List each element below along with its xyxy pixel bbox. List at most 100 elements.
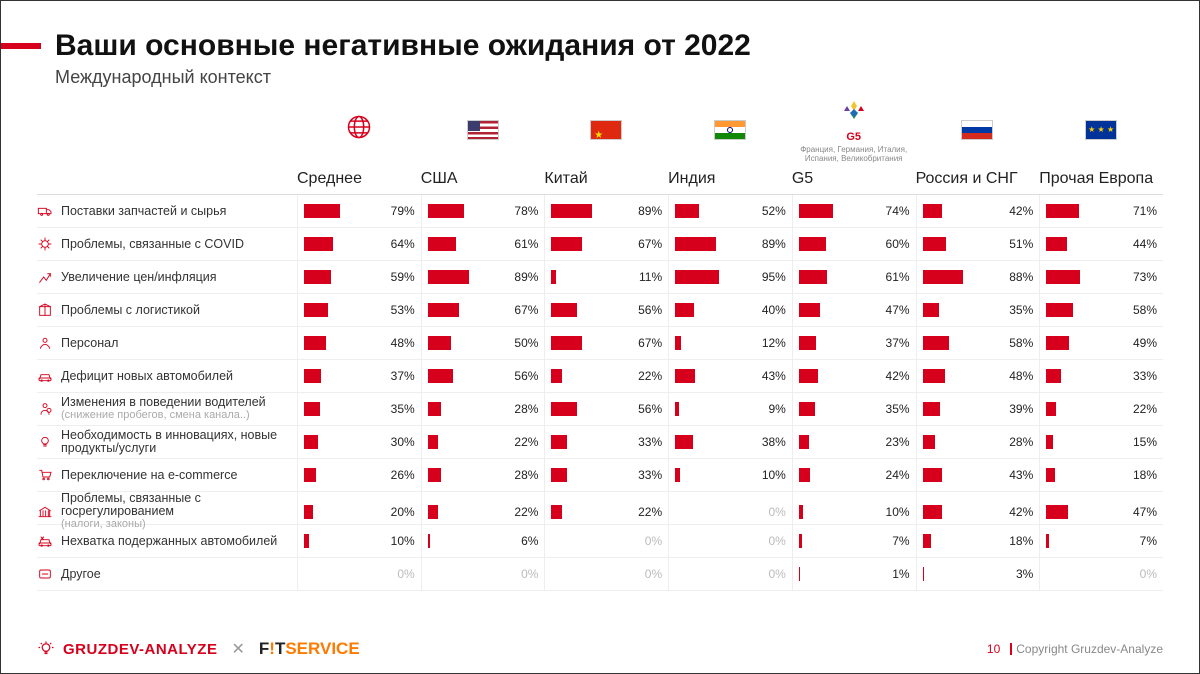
data-cell: 49%: [1039, 327, 1163, 359]
bar-fill: [304, 369, 321, 383]
data-table: ★G5Франция, Германия, Италия, Испания, В…: [37, 94, 1163, 591]
table-row: Необходимость в инновациях, новые продук…: [37, 426, 1163, 459]
data-cell: 74%: [792, 195, 916, 227]
data-cell: 15%: [1039, 426, 1163, 458]
bar-fill: [1046, 369, 1061, 383]
pct-value: 0%: [752, 505, 786, 519]
bar-track: [304, 567, 375, 581]
data-cell: 22%: [421, 426, 545, 458]
pct-value: 24%: [876, 468, 910, 482]
bar-track: [1046, 336, 1117, 350]
pct-value: 15%: [1123, 435, 1157, 449]
pct-value: 0%: [628, 567, 662, 581]
bar-fill: [675, 303, 693, 317]
bar-fill: [551, 369, 561, 383]
bar-track: [675, 303, 746, 317]
copyright-text: Copyright Gruzdev-Analyze: [1016, 642, 1163, 656]
virus-icon: [37, 235, 53, 253]
bar-track: [799, 237, 870, 251]
pct-value: 64%: [381, 237, 415, 251]
data-cell: 33%: [544, 426, 668, 458]
bar-fill: [551, 270, 556, 284]
bar-track: [675, 567, 746, 581]
cart-icon: [37, 466, 53, 484]
bar-track: [675, 204, 746, 218]
box-icon: [37, 301, 53, 319]
data-cell: 0%: [668, 525, 792, 557]
page-number: 10: [987, 642, 1000, 656]
data-cell: 26%: [297, 459, 421, 491]
data-cell: 11%: [544, 261, 668, 293]
person-icon: [37, 334, 53, 352]
bar-fill: [675, 270, 719, 284]
bar-track: [799, 505, 870, 519]
col-header-eu: Прочая Европа: [1039, 166, 1163, 194]
bar-track: [304, 534, 375, 548]
data-cell: 35%: [792, 393, 916, 425]
pct-value: 51%: [999, 237, 1033, 251]
pct-value: 56%: [628, 303, 662, 317]
data-cell: 30%: [297, 426, 421, 458]
pct-value: 47%: [1123, 505, 1157, 519]
pct-value: 10%: [752, 468, 786, 482]
data-cell: 89%: [421, 261, 545, 293]
bar-fill: [304, 435, 318, 449]
bar-fill: [428, 204, 464, 218]
bar-fill: [304, 303, 328, 317]
carused-icon: [37, 532, 53, 550]
data-cell: 28%: [916, 426, 1040, 458]
pct-value: 33%: [1123, 369, 1157, 383]
data-cell: 0%: [1039, 558, 1163, 590]
pct-value: 30%: [381, 435, 415, 449]
bar-track: [923, 237, 994, 251]
pct-value: 79%: [381, 204, 415, 218]
pct-value: 89%: [628, 204, 662, 218]
bar-fill: [675, 237, 716, 251]
bar-fill: [304, 270, 331, 284]
logo-separator: ✕: [231, 639, 244, 659]
bar-fill: [1046, 303, 1073, 317]
bar-track: [923, 270, 994, 284]
bar-track: [428, 237, 499, 251]
row-label: Поставки запчастей и сырья: [37, 202, 297, 220]
bar-fill: [675, 468, 680, 482]
bar-fill: [923, 534, 931, 548]
data-cell: 73%: [1039, 261, 1163, 293]
pct-value: 22%: [628, 369, 662, 383]
bar-track: [1046, 468, 1117, 482]
pct-value: 37%: [876, 336, 910, 350]
bar-fill: [551, 336, 582, 350]
pct-value: 7%: [876, 534, 910, 548]
bar-fill: [304, 468, 316, 482]
pct-value: 49%: [1123, 336, 1157, 350]
data-cell: 35%: [297, 393, 421, 425]
bar-track: [1046, 369, 1117, 383]
pct-value: 3%: [999, 567, 1033, 581]
flag-eu: ★ ★ ★: [1085, 120, 1117, 140]
pct-value: 10%: [381, 534, 415, 548]
pct-value: 9%: [752, 402, 786, 416]
bar-track: [551, 402, 622, 416]
pct-value: 0%: [1123, 567, 1157, 581]
bar-track: [675, 336, 746, 350]
data-cell: 53%: [297, 294, 421, 326]
bar-track: [799, 369, 870, 383]
bar-track: [304, 303, 375, 317]
pct-value: 67%: [628, 336, 662, 350]
other-icon: [37, 565, 53, 583]
col-flag-eu: ★ ★ ★: [1039, 117, 1163, 143]
data-cell: 50%: [421, 327, 545, 359]
bar-fill: [1046, 534, 1049, 548]
bar-fill: [923, 204, 942, 218]
pct-value: 95%: [752, 270, 786, 284]
data-cell: 60%: [792, 228, 916, 260]
bar-fill: [799, 336, 816, 350]
bar-track: [923, 435, 994, 449]
bar-track: [799, 534, 870, 548]
pct-value: 56%: [628, 402, 662, 416]
bar-track: [551, 270, 622, 284]
bar-track: [428, 336, 499, 350]
data-cell: 33%: [1039, 360, 1163, 392]
bulb-icon: [37, 433, 53, 451]
table-row: Другое0%0%0%0%1%3%0%: [37, 558, 1163, 591]
